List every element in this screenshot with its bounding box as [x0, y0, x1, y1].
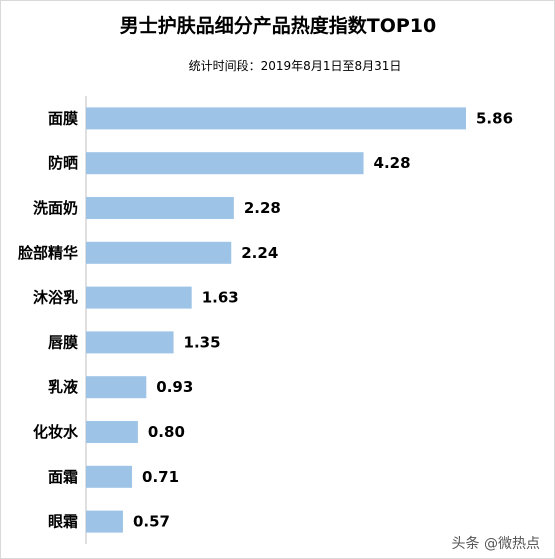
category-label: 化妆水: [33, 423, 79, 441]
bar: [86, 331, 174, 354]
data-label: 2.28: [244, 199, 281, 217]
category-label: 洗面奶: [33, 199, 78, 217]
bars-group: 面膜 5.86 防晒 4.28 洗面奶 2.28 脸部精华 2.24 沐浴乳 1.63 唇膜 1.35…: [18, 107, 513, 533]
bar: [86, 465, 133, 488]
category-label: 防晒: [48, 154, 78, 172]
data-label: 0.71: [142, 468, 179, 486]
category-label: 面霜: [48, 468, 78, 486]
category-label: 脸部精华: [18, 244, 78, 262]
data-label: 1.35: [184, 333, 221, 351]
category-label: 乳液: [48, 378, 79, 396]
category-label: 唇膜: [48, 333, 78, 351]
bar: [86, 107, 466, 130]
bar: [86, 286, 192, 309]
watermark: 头条 @微热点: [452, 535, 540, 552]
chart-title: 男士护肤品细分产品热度指数TOP10: [120, 14, 436, 37]
category-label: 眼霜: [48, 513, 78, 531]
data-label: 0.57: [133, 513, 170, 531]
data-label: 4.28: [374, 154, 411, 172]
bar: [86, 241, 232, 264]
bar: [86, 421, 138, 443]
bar: [86, 376, 147, 399]
data-label: 0.93: [156, 378, 193, 396]
category-label: 沐浴乳: [33, 289, 78, 307]
category-label: 面膜: [48, 109, 78, 127]
bar: [86, 152, 364, 175]
bar: [86, 197, 234, 219]
chart-subtitle: 统计时间段：2019年8月1日至8月31日: [189, 58, 402, 73]
data-label: 0.80: [148, 423, 185, 441]
data-label: 1.63: [202, 289, 239, 307]
bar: [86, 510, 123, 533]
data-label: 5.86: [476, 109, 513, 127]
data-label: 2.24: [241, 244, 278, 262]
